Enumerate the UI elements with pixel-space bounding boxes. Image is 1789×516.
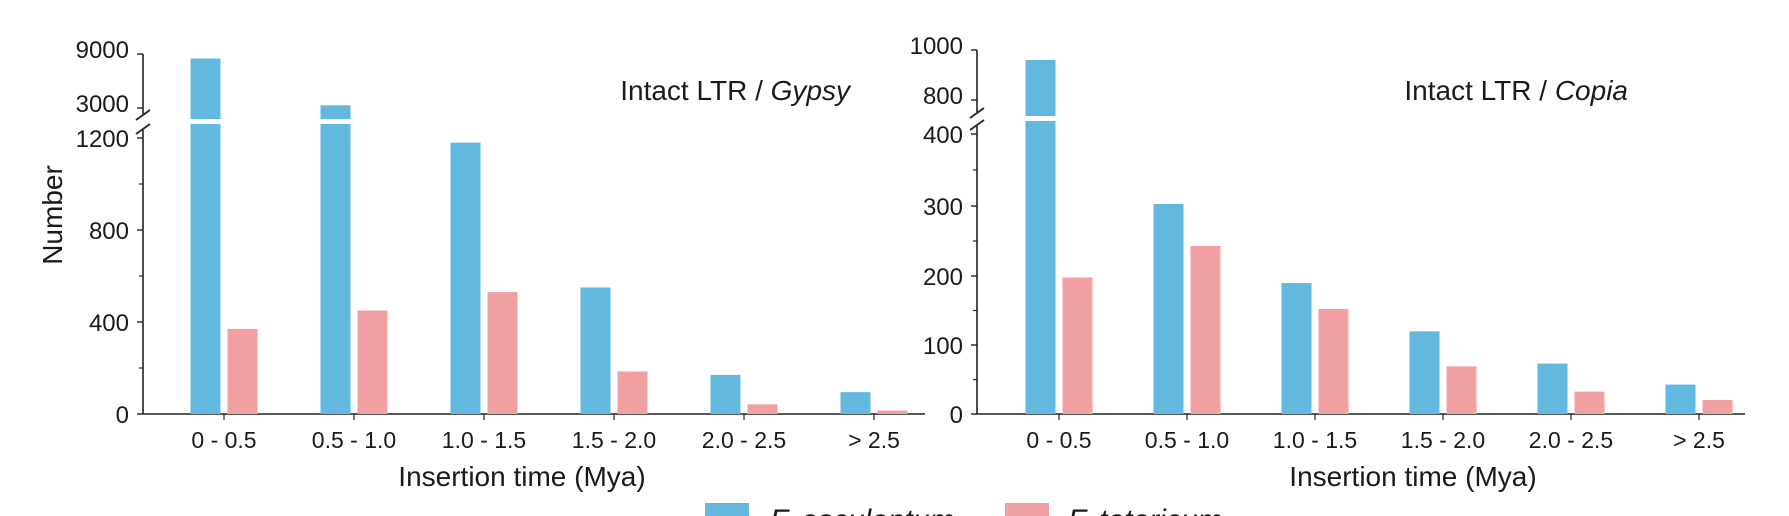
bar-esculentum [190, 58, 221, 414]
bar-tataricum [747, 404, 778, 414]
x-tick-label: 0 - 0.5 [1026, 427, 1091, 453]
bar-esculentum [580, 287, 611, 414]
panel-title-prefix: Intact LTR / [620, 75, 770, 106]
bar-tataricum [1318, 309, 1349, 414]
y-axis-label: Number [37, 165, 68, 265]
bar-break-gap [189, 119, 222, 124]
x-tick-label: 0 - 0.5 [191, 427, 256, 453]
y-tick-label: 0 [950, 402, 963, 429]
x-tick-label: 1.5 - 2.0 [1401, 427, 1485, 453]
bar-break-gap [1024, 116, 1057, 121]
legend-swatch [1005, 503, 1049, 516]
legend-label: F. esculentum [770, 504, 955, 516]
axis-break-mark [969, 119, 985, 131]
x-tick-label: > 2.5 [848, 427, 900, 453]
y-tick-label: 400 [923, 122, 963, 149]
bar-tataricum [877, 410, 908, 414]
bar-esculentum [1025, 60, 1056, 414]
bar-break-gap [319, 119, 352, 124]
bar-tataricum [617, 371, 648, 414]
panel-title-prefix: Intact LTR / [1404, 75, 1554, 106]
panel-title-italic: Gypsy [771, 75, 852, 106]
bar-esculentum [1665, 384, 1696, 414]
legend-swatch [705, 503, 749, 516]
bar-tataricum [1574, 391, 1605, 414]
panel-title-copia: Intact LTR / Copia [1404, 75, 1628, 106]
bar-esculentum [320, 105, 351, 415]
y-tick-label: 0 [116, 402, 129, 429]
bar-esculentum [1537, 363, 1568, 414]
x-tick-label: 1.0 - 1.5 [442, 427, 526, 453]
chart-panel-gypsy: 0 400 800 1200 3000 9000 0 - 0.5 0.5 - 1.0 1.0 -… [76, 37, 925, 453]
bar-tataricum [1190, 246, 1221, 414]
y-tick-label: 100 [923, 333, 963, 360]
y-tick-label: 800 [923, 83, 963, 110]
panel-title-gypsy: Intact LTR / Gypsy [620, 75, 852, 106]
y-tick-label: 3000 [76, 91, 129, 118]
bar-esculentum [1153, 204, 1184, 414]
y-tick-label: 800 [89, 218, 129, 245]
bar-tataricum [1702, 400, 1733, 414]
axis-break-mark [135, 123, 151, 135]
chart-panel-copia: 0 100 200 300 400 800 1000 0 - 0.5 0.5 - 1.0 1.0 … [910, 33, 1745, 453]
legend: F. esculentum F. tataricum [705, 503, 1223, 516]
x-tick-label: 0.5 - 1.0 [1145, 427, 1229, 453]
x-tick-label: 2.0 - 2.5 [702, 427, 786, 453]
bar-esculentum [840, 392, 871, 414]
bar-esculentum [450, 142, 481, 414]
bar-tataricum [227, 328, 258, 414]
bar-esculentum [710, 374, 741, 414]
y-tick-label: 1200 [76, 126, 129, 153]
bar-tataricum [487, 292, 518, 414]
x-tick-label: 0.5 - 1.0 [312, 427, 396, 453]
y-tick-label: 1000 [910, 33, 963, 60]
y-tick-label: 300 [923, 194, 963, 221]
panel-title-italic: Copia [1555, 75, 1628, 106]
x-tick-label: 2.0 - 2.5 [1529, 427, 1613, 453]
bar-tataricum [357, 310, 388, 414]
y-tick-label: 400 [89, 310, 129, 337]
y-tick-label: 9000 [76, 37, 129, 64]
bar-tataricum [1062, 277, 1093, 414]
x-tick-label: 1.0 - 1.5 [1273, 427, 1357, 453]
x-axis-label-right: Insertion time (Mya) [1289, 461, 1536, 492]
bar-esculentum [1281, 283, 1312, 414]
x-tick-label: 1.5 - 2.0 [572, 427, 656, 453]
axis-break-mark [969, 107, 985, 119]
x-axis-label-left: Insertion time (Mya) [398, 461, 645, 492]
bar-tataricum [1446, 366, 1477, 414]
x-tick-label: > 2.5 [1673, 427, 1725, 453]
axis-break-mark [135, 109, 151, 121]
y-tick-label: 200 [923, 264, 963, 291]
legend-label: F. tataricum [1068, 504, 1223, 516]
bar-esculentum [1409, 331, 1440, 414]
